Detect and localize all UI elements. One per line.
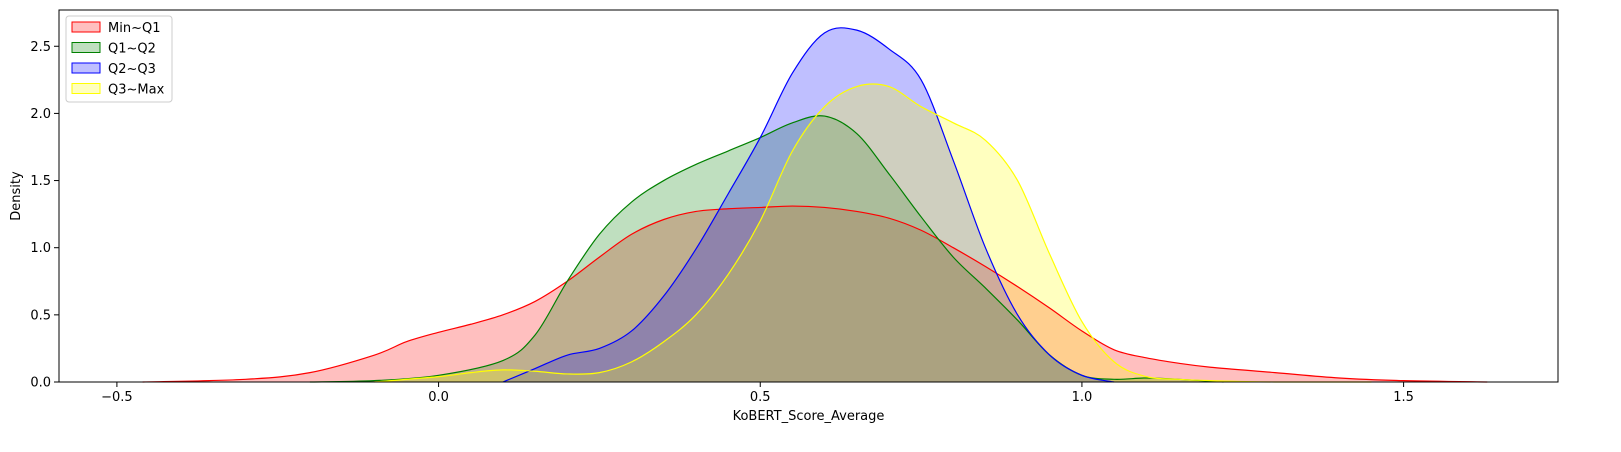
legend-swatch-q3-max (71, 83, 101, 94)
legend-swatch-min-q1 (71, 21, 101, 33)
y-tick-label: 0.5 (30, 308, 51, 323)
legend-label-q1-q2: Q1~Q2 (108, 42, 156, 57)
y-axis-label: Density (9, 171, 24, 221)
y-axis-ticks: 0.0 0.5 1.0 1.5 2.0 2.5 (30, 40, 59, 391)
density-areas (142, 27, 1488, 383)
x-axis-ticks: −0.5 0.0 0.5 1.0 1.5 (101, 382, 1414, 405)
y-tick-label: 2.5 (30, 40, 51, 55)
x-tick-label: 1.5 (1393, 390, 1414, 405)
plot-frame (58, 9, 1559, 383)
line-q2-q3 (502, 27, 1115, 383)
legend-label-min-q1: Min~Q1 (108, 21, 160, 36)
legend-label-q3-max: Q3~Max (108, 83, 165, 98)
legend: Min~Q1 Q1~Q2 Q2~Q3 Q3~Max (65, 15, 173, 103)
area-q3-max (374, 84, 1372, 382)
legend-swatch-q2-q3 (71, 62, 101, 74)
area-min-q1 (142, 206, 1488, 382)
line-q3-max (374, 83, 1372, 383)
x-axis-label: KoBERT_Score_Average (733, 409, 885, 424)
legend-swatch-q1-q2 (71, 42, 101, 53)
x-tick-label: −0.5 (101, 390, 133, 405)
x-tick-label: 1.0 (1072, 390, 1093, 405)
y-tick-label: 2.0 (30, 107, 51, 122)
line-min-q1 (142, 205, 1488, 383)
x-tick-label: 0.0 (428, 390, 449, 405)
y-tick-label: 0.0 (30, 376, 51, 391)
y-tick-label: 1.5 (30, 174, 51, 189)
area-q1-q2 (309, 115, 1224, 382)
y-tick-label: 1.0 (30, 241, 51, 256)
area-q2-q3 (502, 27, 1115, 383)
density-lines (142, 27, 1488, 383)
legend-label-q2-q3: Q2~Q3 (108, 62, 156, 77)
legend-box (65, 15, 173, 103)
x-tick-label: 0.5 (750, 390, 771, 405)
